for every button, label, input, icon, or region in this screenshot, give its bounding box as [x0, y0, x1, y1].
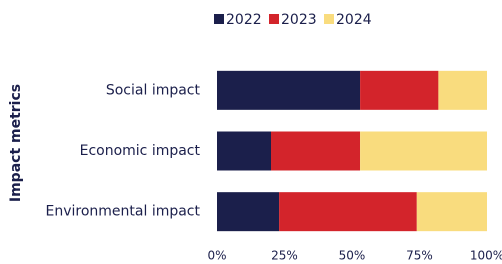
bar-segment — [279, 192, 417, 231]
bar-segment — [217, 192, 279, 231]
legend-swatch — [324, 14, 334, 24]
bar-segment — [217, 71, 360, 110]
y-tick-label: Environmental impact — [46, 204, 201, 220]
bar-segment — [217, 132, 271, 171]
y-axis-label: Impact metrics — [8, 84, 24, 202]
legend-swatch — [214, 14, 224, 24]
legend-swatch — [269, 14, 279, 24]
x-tick-label: 25% — [271, 249, 298, 263]
chart: Impact metrics 0% 25% 50% 75% 100% 2022 2023 20… — [0, 0, 502, 264]
x-tick-label: 50% — [339, 249, 366, 263]
y-tick-label: Economic impact — [80, 143, 201, 159]
legend-label: 2024 — [336, 12, 372, 28]
bar-segment — [360, 71, 438, 110]
x-tick-label: 75% — [406, 249, 433, 263]
y-tick-label: Social impact — [106, 82, 201, 98]
bar-segment — [360, 132, 487, 171]
legend-label: 2022 — [226, 12, 262, 28]
bar-segment — [271, 132, 360, 171]
x-tick-label: 100% — [470, 249, 502, 263]
bar-segment — [438, 71, 487, 110]
bar-segment — [417, 192, 487, 231]
x-tick-label: 0% — [207, 249, 226, 263]
legend-label: 2023 — [281, 12, 317, 28]
